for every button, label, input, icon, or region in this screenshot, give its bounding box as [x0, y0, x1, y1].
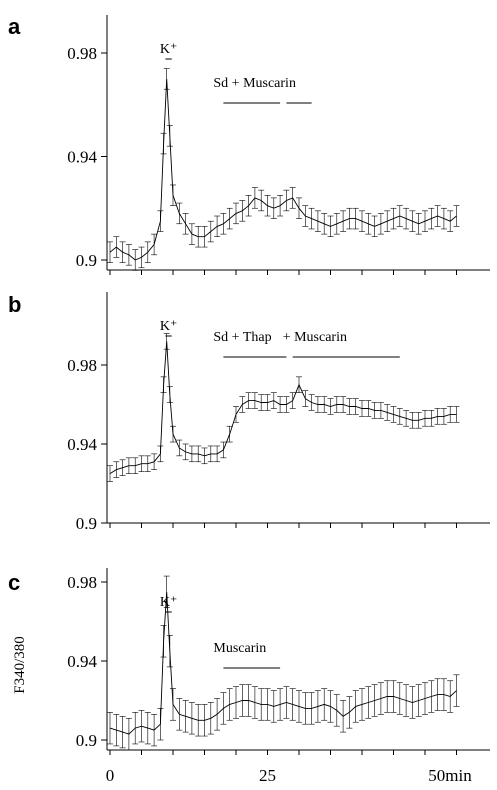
annotation-text-c-1: Muscarin	[213, 641, 266, 656]
annotation-text-a-1: Sd + Muscarin	[213, 76, 296, 91]
y-tick-label-b-1: 0.94	[67, 435, 97, 454]
annotation-k-c: K⁺	[160, 595, 178, 610]
panel-letter-c: c	[8, 570, 20, 595]
trace-line-a	[109, 78, 457, 261]
y-tick-label-b-2: 0.9	[76, 514, 97, 533]
y-tick-label-a-2: 0.9	[76, 251, 97, 270]
y-axis-label-c: F340/380	[12, 636, 28, 694]
y-tick-label-a-0: 0.98	[67, 44, 97, 63]
y-tick-label-c-1: 0.94	[67, 652, 97, 671]
annotation-k-b: K⁺	[160, 319, 178, 334]
trace-line-b	[109, 341, 457, 474]
y-tick-label-b-0: 0.98	[67, 356, 97, 375]
x-tick-label-2: 50min	[428, 766, 472, 785]
trace-line-c	[109, 591, 457, 735]
annotation-text-b-2: + Muscarin	[283, 330, 347, 345]
panel-letter-a: a	[8, 14, 21, 39]
y-tick-label-a-1: 0.94	[67, 148, 97, 167]
x-tick-label-1: 25	[259, 766, 276, 785]
annotation-text-b-1: Sd + Thap	[213, 330, 271, 345]
annotation-k-a: K⁺	[160, 42, 178, 57]
y-tick-label-c-0: 0.98	[67, 573, 97, 592]
y-tick-label-c-2: 0.9	[76, 731, 97, 750]
panel-letter-b: b	[8, 292, 21, 317]
x-tick-label-0: 0	[106, 766, 115, 785]
